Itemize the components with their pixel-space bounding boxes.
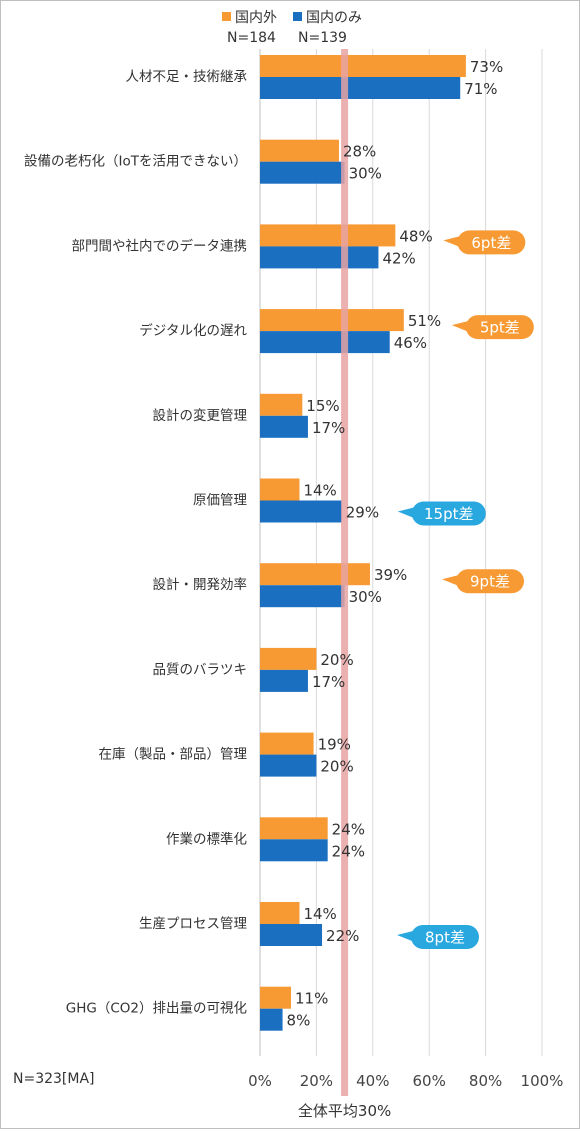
value-label: 17% <box>312 673 345 691</box>
gridlines <box>259 49 543 1056</box>
legend-swatch <box>293 12 302 21</box>
bar-domestic-overseas <box>260 309 404 332</box>
labels: 0% 20% 40% 60% 80% 100% 人材不足・技術継承 73% 71% 設備の老朽化（… <box>13 58 563 1120</box>
category-label: 品質のバラツキ <box>153 662 248 678</box>
category-label: 生産プロセス管理 <box>139 916 247 932</box>
callout-bubble: 5pt差 <box>451 315 534 340</box>
callout-body <box>457 230 526 255</box>
value-label: 14% <box>303 905 336 923</box>
bar-domestic-only <box>260 1008 283 1031</box>
bar-domestic-overseas <box>260 563 370 586</box>
callout-text: 6pt差 <box>471 234 511 252</box>
callout-text: 15pt差 <box>424 505 474 523</box>
value-label: 42% <box>382 249 415 267</box>
value-label: 15% <box>306 397 339 415</box>
value-label: 20% <box>320 651 353 669</box>
x-tick-label: 80% <box>469 1072 502 1090</box>
callout-body <box>411 501 486 526</box>
value-label: 24% <box>332 842 365 860</box>
bar-domestic-overseas <box>260 478 300 501</box>
callout-bubble: 9pt差 <box>442 569 524 594</box>
value-label: 71% <box>464 80 497 98</box>
bar-domestic-overseas <box>260 732 314 755</box>
average-line <box>341 49 349 1096</box>
category-label: GHG（CO2）排出量の可視化 <box>66 1001 247 1017</box>
x-tick-label: 0% <box>248 1072 272 1090</box>
bar-domestic-only <box>260 669 308 692</box>
value-label: 14% <box>303 482 336 500</box>
value-label: 28% <box>343 143 376 161</box>
category-label: 設備の老朽化（IoTを活用できない） <box>24 154 247 170</box>
bar-domestic-overseas <box>260 902 300 924</box>
bar-domestic-overseas <box>260 986 292 1009</box>
value-label: 24% <box>332 820 365 838</box>
average-line-label: 全体平均30% <box>298 1102 391 1120</box>
category-label: 原価管理 <box>193 493 247 509</box>
legend-n-label: N=184 <box>227 30 276 46</box>
value-label: 29% <box>346 504 379 522</box>
bar-domestic-only <box>260 839 328 862</box>
bar-domestic-overseas <box>260 817 328 840</box>
category-label: 在庫（製品・部品）管理 <box>99 747 248 763</box>
legend-label: 国内外 <box>235 10 277 26</box>
value-label: 30% <box>349 588 382 606</box>
bar-domestic-only <box>260 924 323 946</box>
callout-body <box>456 569 524 594</box>
legend: 国内外 N=184 国内のみ N=139 <box>222 10 362 46</box>
bar-domestic-overseas <box>260 55 466 77</box>
category-label: 部門間や社内でのデータ連携 <box>72 237 248 254</box>
callout-text: 9pt差 <box>470 573 510 591</box>
legend-n-label: N=139 <box>298 30 347 46</box>
x-tick-label: 100% <box>521 1072 564 1090</box>
bar-domestic-only <box>260 585 345 608</box>
legend-swatch <box>222 12 231 21</box>
category-label: 人材不足・技術継承 <box>126 69 248 85</box>
value-label: 51% <box>408 312 441 330</box>
bar-domestic-overseas <box>260 139 339 162</box>
value-label: 8% <box>287 1012 311 1030</box>
x-tick-label: 40% <box>356 1072 389 1090</box>
category-label: 作業の標準化 <box>166 831 247 847</box>
category-label: デジタル化の遅れ <box>139 322 247 339</box>
callout-bubble: 6pt差 <box>443 230 526 255</box>
sample-size-note: N=323[MA] <box>13 1071 95 1087</box>
callout-bubble: 15pt差 <box>397 501 486 526</box>
value-label: 30% <box>349 165 382 183</box>
value-label: 73% <box>470 58 503 76</box>
bar-domestic-only <box>260 77 461 99</box>
category-label: 設計・開発効率 <box>153 576 248 593</box>
x-tick-label: 20% <box>300 1072 333 1090</box>
callout-body <box>465 315 534 340</box>
category-label: 設計の変更管理 <box>153 407 248 424</box>
callout-bubble: 8pt差 <box>397 925 479 949</box>
bars <box>260 55 466 1031</box>
value-label: 22% <box>326 927 359 945</box>
value-label: 19% <box>318 736 351 754</box>
bar-domestic-overseas <box>260 647 317 670</box>
value-label: 11% <box>295 990 328 1008</box>
x-tick-label: 60% <box>413 1072 446 1090</box>
bar-domestic-overseas <box>260 393 303 416</box>
value-label: 48% <box>399 227 432 245</box>
callouts: 6pt差 5pt差 15pt差 9pt差 8pt差 <box>397 230 534 949</box>
value-label: 17% <box>312 419 345 437</box>
bar-domestic-only <box>260 246 379 269</box>
average-line-group <box>341 49 349 1096</box>
value-label: 20% <box>320 758 353 776</box>
callout-text: 5pt差 <box>480 319 520 337</box>
callout-text: 8pt差 <box>425 929 465 947</box>
bar-domestic-only <box>260 754 317 777</box>
value-label: 46% <box>394 334 427 352</box>
bar-domestic-only <box>260 415 308 438</box>
legend-label: 国内のみ <box>306 10 362 26</box>
bar-domestic-only <box>260 161 345 184</box>
value-label: 39% <box>374 566 407 584</box>
callout-body <box>411 925 479 949</box>
bar-domestic-only <box>260 500 342 523</box>
bar-domestic-only <box>260 331 390 354</box>
bar-domestic-overseas <box>260 224 396 247</box>
